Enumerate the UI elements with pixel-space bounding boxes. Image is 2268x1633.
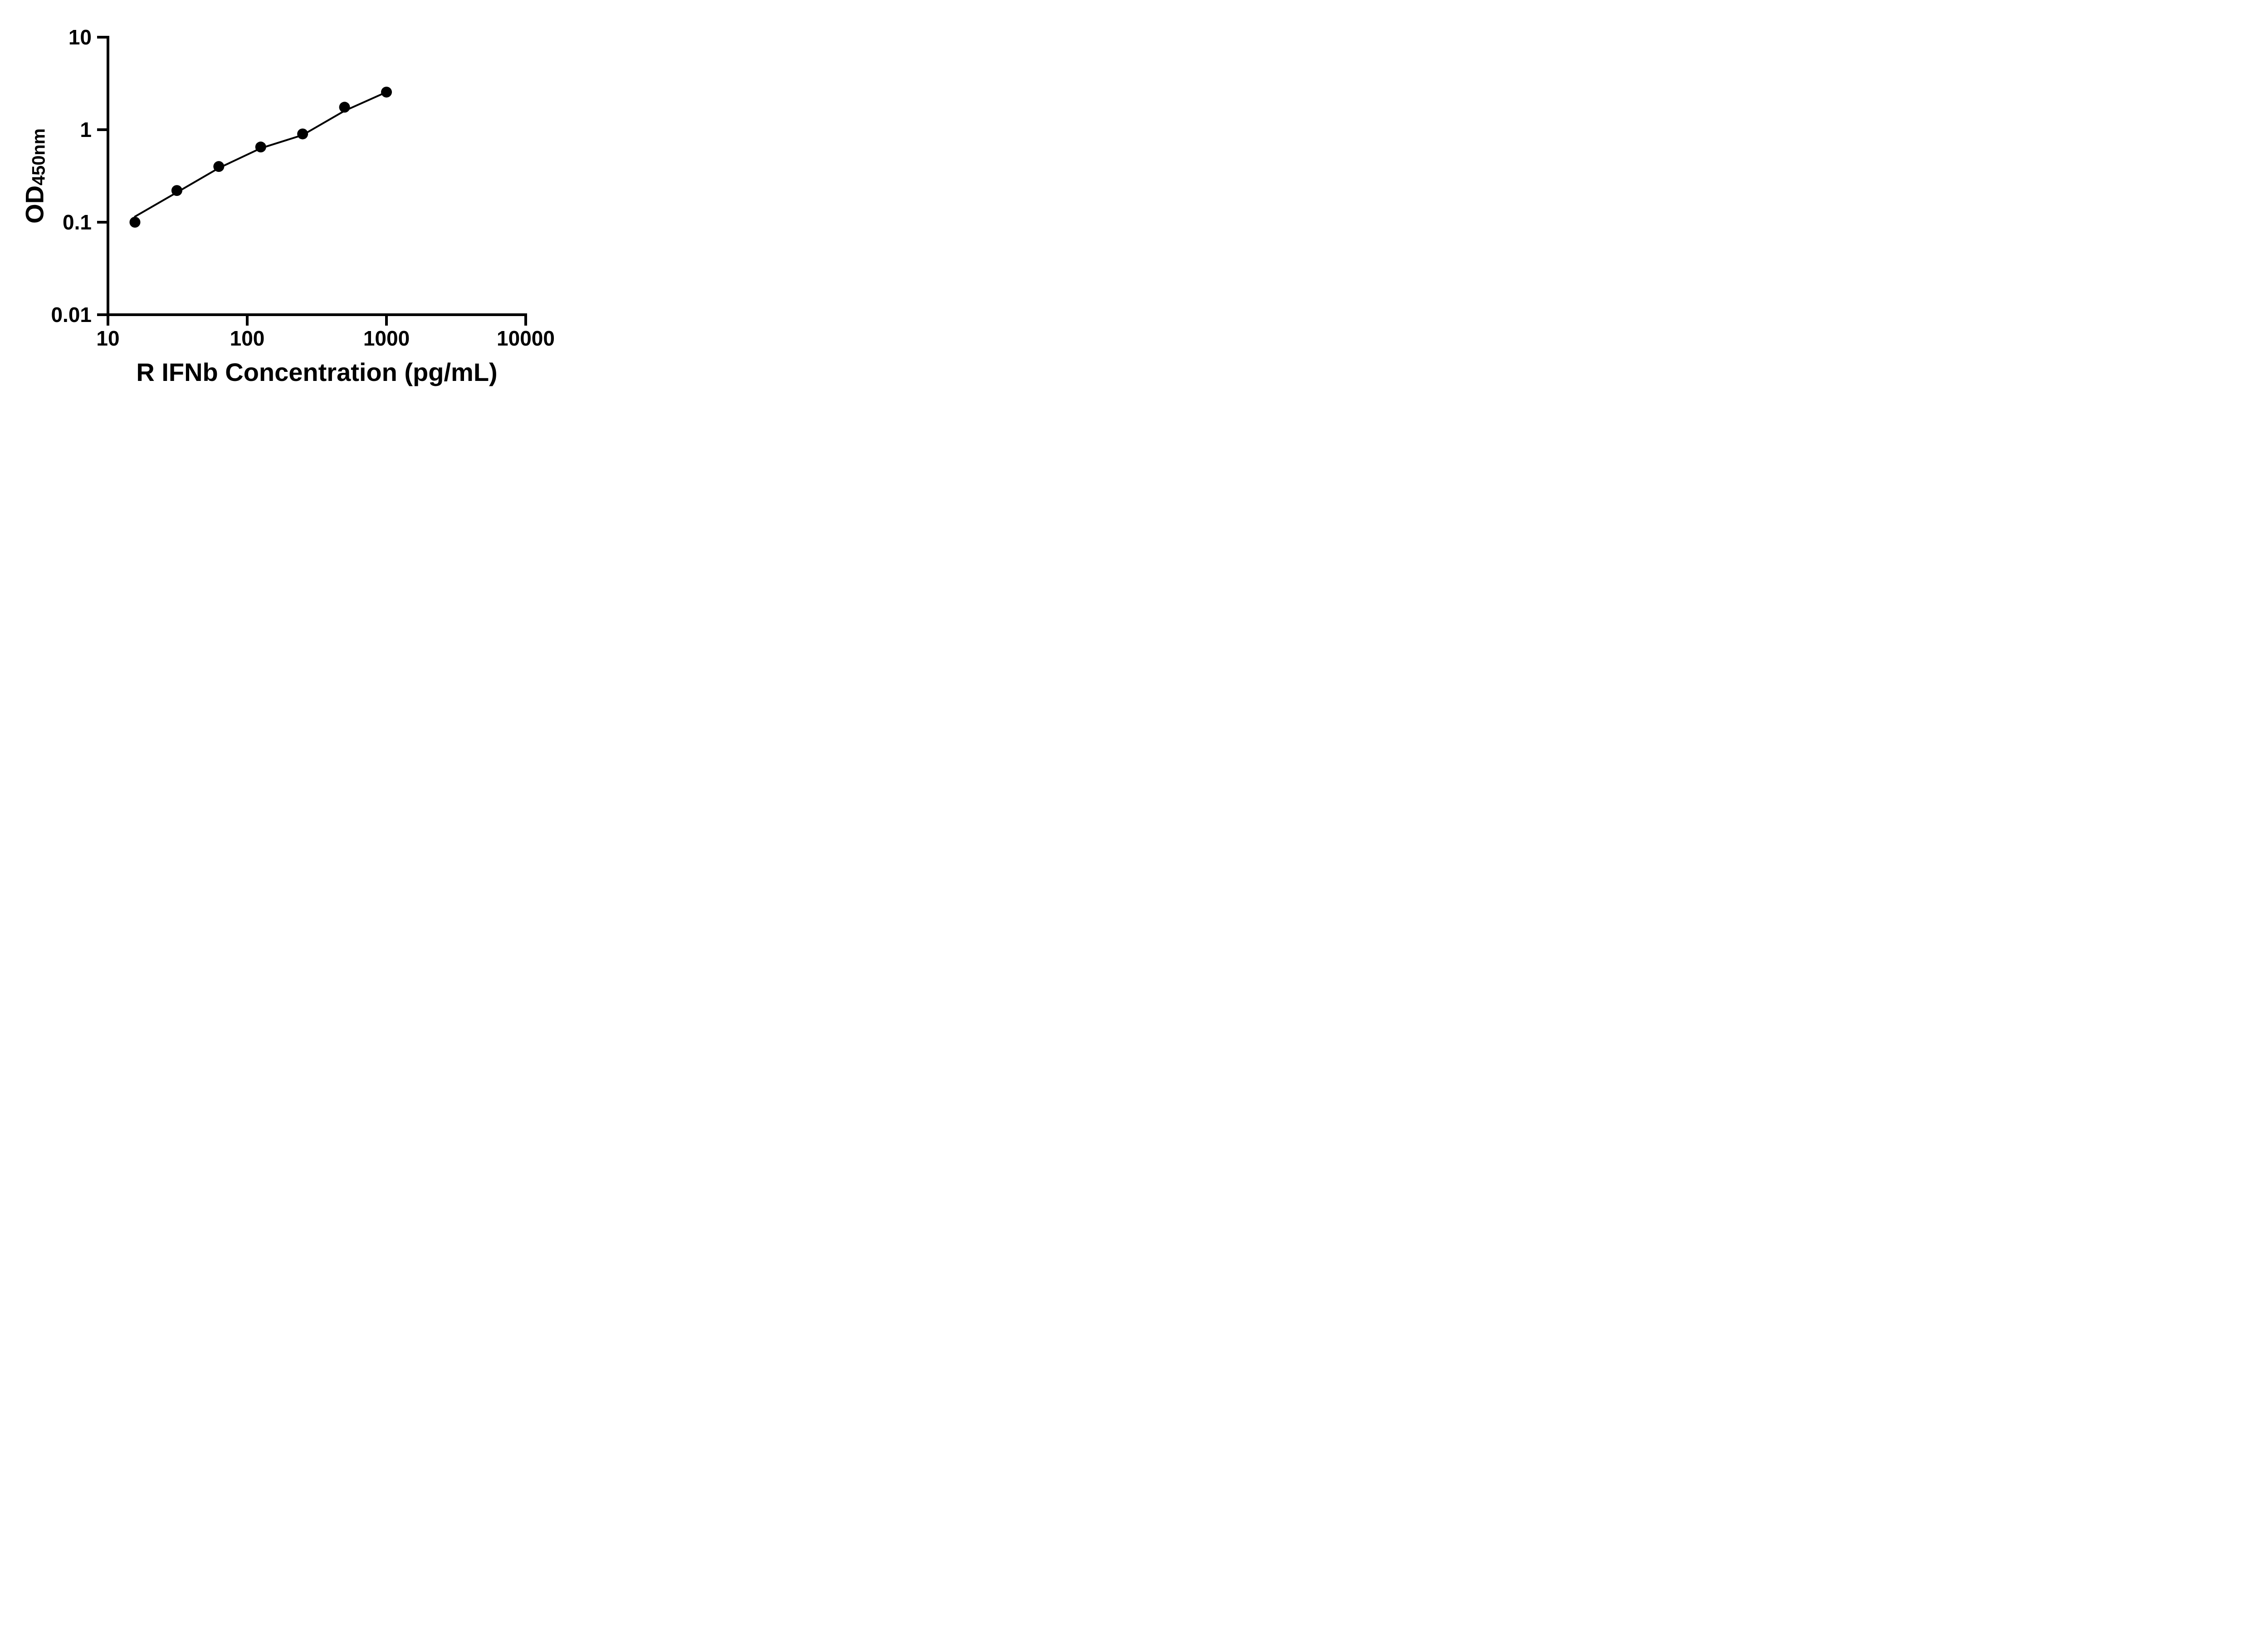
x-axis-title: R IFNb Concentration (pg/mL) [136,358,498,386]
y-axis-title-main: OD [20,185,49,224]
y-tick-label: 0.01 [51,303,92,327]
y-axis-title-subscript: 450nm [29,128,49,185]
y-tick-label: 10 [68,25,92,49]
data-point [255,141,266,153]
data-point [381,87,392,98]
fit-line [134,91,387,218]
y-tick-label: 1 [80,118,92,141]
x-tick-label: 10000 [497,327,555,350]
data-point [213,161,225,172]
data-point [171,185,182,196]
data-point [297,128,308,140]
x-tick-label: 100 [230,327,265,350]
standard-curve-figure: 10 100 1000 10000 0.01 0.1 1 10 OD450nm R IFNb … [0,0,576,408]
x-tick-label: 1000 [363,327,410,350]
data-point [339,102,350,113]
data-point [129,217,141,228]
plot-area: 10 100 1000 10000 0.01 0.1 1 10 [51,25,555,350]
y-axis-title: OD450nm [20,128,49,224]
x-tick-label: 10 [96,327,119,350]
y-tick-label: 0.1 [63,210,92,234]
